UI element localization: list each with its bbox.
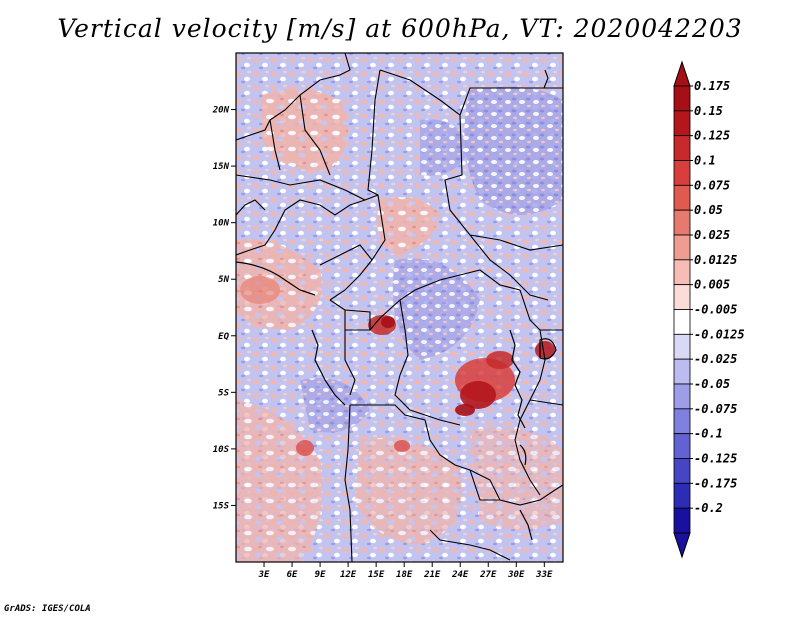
colorbar-label-7: 0.0125 [694, 253, 737, 267]
colorbar-swatch-1 [673, 110, 691, 137]
colorbar-swatch-16 [673, 482, 691, 509]
lon-tick-label: 27E [479, 570, 497, 580]
longitude-axis: 3E 6E 9E 12E 15E 18E 21E 24E 27E 30E 33E [258, 562, 553, 580]
map-frame [235, 52, 564, 563]
colorbar-swatch-3 [673, 160, 691, 186]
colorbar-swatch-0 [673, 85, 691, 112]
colorbar-label-16: -0.175 [694, 476, 737, 490]
colorbar-swatch-14 [673, 433, 691, 459]
lon-tick-label: 3E [258, 570, 270, 580]
colorbar-swatch-5 [673, 209, 691, 236]
lat-tick-label: EQ [218, 332, 229, 342]
lakes-and-coast [236, 261, 557, 541]
colorbar-swatch-17 [673, 507, 691, 534]
lat-tick-label: 5S [218, 388, 229, 398]
colorbar-label-8: 0.005 [694, 278, 730, 292]
colorbar-label-1: 0.15 [694, 104, 723, 118]
colorbar-bottom-arrow [673, 532, 691, 559]
lon-tick-label: 12E [340, 570, 357, 580]
colorbar-label-13: -0.075 [694, 402, 737, 416]
colorbar-label-14: -0.1 [694, 427, 723, 441]
shaded-field [236, 53, 563, 562]
lat-tick-label: 10S [213, 445, 230, 455]
lon-tick-label: 33E [535, 570, 553, 580]
colorbar-swatch-8 [673, 284, 691, 310]
lon-tick-label: 15E [368, 570, 385, 580]
colorbar: 0.175 0.15 0.125 0.1 0.075 0.05 0.025 0.0125 0.0… [673, 60, 745, 559]
colorbar-label-2: 0.125 [694, 129, 730, 143]
colorbar-label-4: 0.075 [694, 178, 730, 192]
colorbar-swatch-7 [673, 259, 691, 286]
colorbar-label-9: -0.005 [694, 303, 737, 317]
colorbar-label-0: 0.175 [694, 79, 730, 93]
colorbar-swatch-15 [673, 458, 691, 484]
updraft-patches-south [240, 276, 410, 456]
lon-tick-label: 6E [287, 570, 298, 580]
colorbar-swatch-4 [673, 184, 691, 211]
lat-tick-label: 5N [218, 275, 229, 285]
colorbar-swatch-6 [673, 234, 691, 261]
colorbar-swatch-2 [673, 135, 691, 161]
colorbar-label-15: -0.125 [694, 452, 737, 466]
strong-updraft-core-congo [368, 315, 396, 335]
colorbar-label-5: 0.05 [694, 203, 723, 217]
lon-tick-label: 21E [423, 570, 441, 580]
lon-tick-label: 24E [451, 570, 469, 580]
lat-tick-label: 15S [213, 501, 230, 511]
colorbar-swatch-11 [673, 358, 691, 385]
map-title: Vertical velocity [m/s] at 600hPa, VT: 2… [57, 14, 743, 43]
lat-tick-label: 20N [212, 106, 230, 116]
colorbar-label-17: -0.2 [694, 501, 723, 515]
lon-tick-label: 9E [315, 570, 326, 580]
colorbar-swatch-13 [673, 408, 691, 435]
colorbar-swatch-10 [673, 333, 691, 360]
colorbar-swatch-9 [673, 309, 691, 335]
colorbar-label-3: 0.1 [694, 154, 716, 168]
lat-tick-label: 10N [213, 219, 230, 229]
lon-tick-label: 18E [396, 570, 413, 580]
colorbar-label-6: 0.025 [694, 228, 730, 242]
colorbar-top-arrow [673, 60, 691, 87]
lon-tick-label: 30E [507, 570, 525, 580]
colorbar-label-11: -0.025 [694, 352, 737, 366]
country-borders [236, 53, 563, 562]
colorbar-label-12: -0.05 [694, 377, 730, 391]
colorbar-swatch-12 [673, 383, 691, 410]
colorbar-label-10: -0.0125 [694, 327, 745, 341]
grads-credit: GrADS: IGES/COLA [4, 604, 91, 614]
latitude-axis: 20N 15N 10N 5N EQ 5S 10S 15S [212, 106, 236, 511]
lat-tick-label: 15N [213, 162, 230, 172]
